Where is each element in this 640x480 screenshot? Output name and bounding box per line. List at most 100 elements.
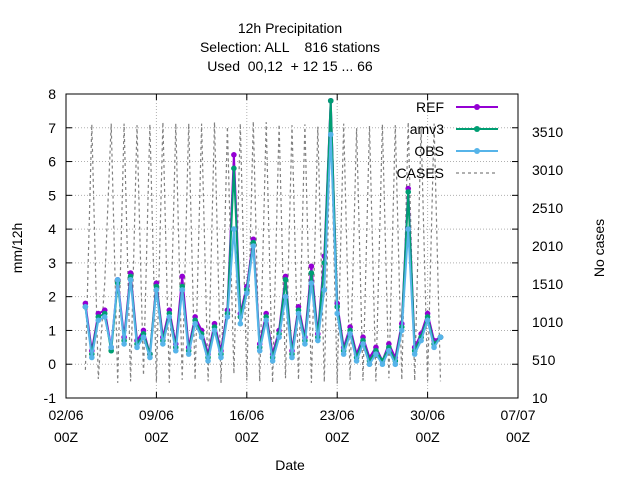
x-tick-label-hour: 00Z xyxy=(144,429,169,445)
x-tick-label-hour: 00Z xyxy=(235,429,260,445)
x-tick-label: 16/06 xyxy=(229,407,264,423)
data-point-obs xyxy=(431,344,437,351)
chart-title-line-3: Used 00,12 + 12 15 ... 66 xyxy=(207,58,373,74)
data-point-obs xyxy=(315,337,321,344)
legend-swatch-point xyxy=(474,148,480,154)
data-point-obs xyxy=(373,351,379,357)
y-tick-label: -1 xyxy=(44,390,57,406)
data-point-obs xyxy=(411,351,418,357)
data-point-obs xyxy=(172,347,179,354)
data-point-amv3 xyxy=(308,270,315,276)
data-point-obs xyxy=(302,341,308,347)
x-tick-label: 02/06 xyxy=(48,407,83,423)
data-point-obs xyxy=(424,317,431,324)
data-point-obs xyxy=(263,317,269,324)
data-point-ref xyxy=(308,263,315,270)
data-point-obs xyxy=(321,287,328,293)
data-point-obs xyxy=(398,327,405,334)
axis-ticks: -1 0 1 2 3 4 5 6 7 8 10510101015102010251030103510… xyxy=(44,86,564,445)
y-tick-label: 8 xyxy=(48,86,56,102)
data-point-obs xyxy=(127,276,134,283)
data-point-obs xyxy=(282,293,289,300)
data-point-obs xyxy=(211,327,218,334)
data-point-obs xyxy=(108,344,114,351)
data-point-obs xyxy=(256,347,263,354)
y-tick-label: 2 xyxy=(48,289,56,305)
data-point-obs xyxy=(140,334,147,341)
data-point-obs xyxy=(269,358,276,364)
data-point-obs xyxy=(153,287,160,293)
data-point-obs xyxy=(185,351,192,357)
x-tick-label: 23/06 xyxy=(320,407,355,423)
y-tick-label: 1 xyxy=(48,322,56,338)
legend-label: amv3 xyxy=(410,121,444,137)
data-point-obs xyxy=(198,334,205,341)
series-layer xyxy=(82,97,444,368)
data-point-obs xyxy=(237,320,244,327)
data-point-obs xyxy=(231,226,237,232)
data-point-ref xyxy=(231,152,237,158)
data-point-obs xyxy=(205,358,211,364)
x-tick-label: 30/06 xyxy=(410,407,445,423)
data-point-obs xyxy=(366,361,373,368)
data-point-obs xyxy=(347,331,353,337)
data-point-obs xyxy=(218,354,224,361)
data-point-obs xyxy=(147,354,153,361)
y2-tick-label: 2010 xyxy=(532,238,563,254)
data-point-obs xyxy=(121,341,127,347)
chart-title-line-2: Selection: ALL 816 stations xyxy=(200,39,380,55)
y2-tick-label: 1510 xyxy=(532,276,563,292)
legend-label: OBS xyxy=(414,143,444,159)
y-tick-label: 4 xyxy=(48,221,56,237)
x-tick-label-hour: 00Z xyxy=(325,429,350,445)
data-point-obs xyxy=(386,347,392,354)
data-point-obs xyxy=(166,314,173,320)
x-tick-label-hour: 00Z xyxy=(416,429,441,445)
x-tick-label-hour: 00Z xyxy=(506,429,531,445)
chart-title-line-1: 12h Precipitation xyxy=(238,20,342,36)
y2-tick-label: 10 xyxy=(532,390,548,406)
data-point-amv3 xyxy=(282,276,289,283)
x-tick-label: 09/06 xyxy=(139,407,174,423)
data-point-obs xyxy=(179,287,186,293)
legend-swatch-point xyxy=(474,126,480,132)
data-point-obs xyxy=(379,361,386,368)
legend-label: CASES xyxy=(397,165,444,181)
y2-tick-label: 3510 xyxy=(532,124,563,140)
data-point-obs xyxy=(295,310,302,317)
data-point-obs xyxy=(353,358,360,364)
data-point-amv3 xyxy=(231,165,237,172)
y2-tick-label: 510 xyxy=(532,352,556,368)
data-point-obs xyxy=(405,226,412,232)
data-point-ref xyxy=(179,273,186,280)
legend-swatch-point xyxy=(474,104,480,110)
y-tick-label: 3 xyxy=(48,255,56,271)
data-point-obs xyxy=(224,314,231,320)
data-point-obs xyxy=(392,361,399,368)
data-point-obs xyxy=(418,337,424,344)
x-tick-label: 07/07 xyxy=(500,407,535,423)
data-point-obs xyxy=(437,334,444,341)
y2-tick-label: 3010 xyxy=(532,162,563,178)
y-tick-label: 6 xyxy=(48,154,56,170)
y-tick-label: 0 xyxy=(48,356,56,372)
data-point-obs xyxy=(360,341,366,347)
legend-label: REF xyxy=(416,99,444,115)
data-point-obs xyxy=(244,290,250,297)
y2-tick-label: 2510 xyxy=(532,200,563,216)
y-axis-label: mm/12h xyxy=(9,223,25,274)
y2-axis-label: No cases xyxy=(591,219,607,277)
data-point-obs xyxy=(308,280,315,286)
data-point-obs xyxy=(101,314,108,320)
data-point-obs xyxy=(89,354,95,361)
data-point-obs xyxy=(82,304,89,310)
data-point-obs xyxy=(327,131,334,138)
x-axis-label: Date xyxy=(275,457,305,473)
y-tick-label: 7 xyxy=(48,120,56,136)
data-point-amv3 xyxy=(327,97,334,104)
y2-tick-label: 1010 xyxy=(532,314,563,330)
data-point-obs xyxy=(334,310,341,317)
plot-frame xyxy=(65,93,519,399)
data-point-obs xyxy=(289,354,295,361)
